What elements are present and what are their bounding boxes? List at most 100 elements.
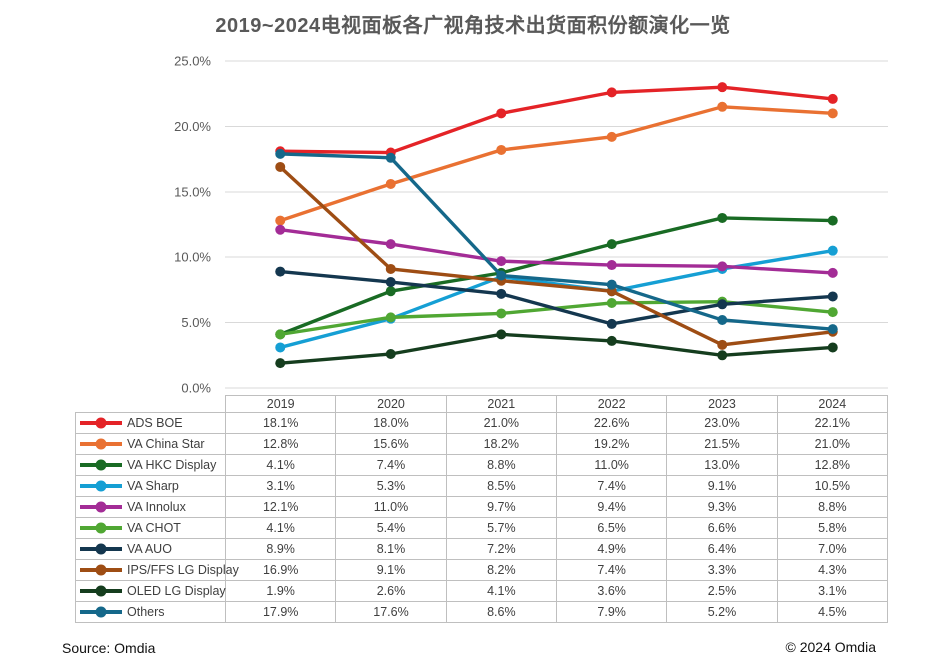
legend-marker-icon	[80, 438, 122, 450]
data-point-va-innolux-2024	[827, 267, 838, 278]
value-cell-va-china-star-2023: 21.5%	[666, 433, 778, 455]
legend-marker-icon	[80, 564, 122, 576]
value-cell-va-innolux-2023: 9.3%	[666, 496, 778, 518]
series-line-ips-ffs-lg-display	[279, 165, 833, 347]
value-cell-va-sharp-2020: 5.3%	[335, 475, 447, 497]
value-cell-ads-boe-2022: 22.6%	[555, 412, 668, 434]
value-cell-others-2020: 17.6%	[335, 601, 447, 623]
data-point-ads-boe-2022	[606, 87, 617, 98]
data-table: 2019 2020 2021 2022 2023 2024 ADS BOE 18.1% 18.…	[75, 395, 889, 623]
value-cell-ads-boe-2024: 22.1%	[776, 412, 889, 434]
year-column-header-2023: 2023	[666, 395, 778, 413]
data-point-va-china-star-2022	[606, 131, 617, 142]
data-point-va-innolux-2023	[717, 261, 728, 272]
series-line-va-auo	[280, 269, 833, 326]
legend-marker-icon	[80, 522, 122, 534]
value-cell-va-chot-2019: 4.1%	[224, 517, 337, 539]
line-chart: 0.0% 5.0% 10.0% 15.0% 20.0% 25.0%	[174, 54, 888, 396]
value-cell-ips-ffs-lg-display-2019: 16.9%	[224, 559, 337, 581]
data-point-va-sharp-2019	[275, 342, 286, 353]
series-name: OLED LG Display	[127, 584, 226, 598]
value-cell-oled-lg-display-2023: 2.5%	[666, 580, 778, 602]
series-name: VA Sharp	[127, 479, 179, 493]
copyright-note: © 2024 Omdia	[785, 639, 876, 655]
series-line-va-sharp	[279, 248, 834, 350]
value-cell-ips-ffs-lg-display-2024: 4.3%	[776, 559, 889, 581]
series-name: Others	[127, 605, 165, 619]
value-cell-ips-ffs-lg-display-2022: 7.4%	[555, 559, 668, 581]
data-point-va-hkc-display-2020	[385, 286, 396, 297]
value-cell-ads-boe-2020: 18.0%	[335, 412, 447, 434]
data-point-ads-boe-2024	[827, 93, 838, 104]
table-header-row: 2019 2020 2021 2022 2023 2024	[76, 395, 889, 413]
value-cell-others-2021: 8.6%	[445, 601, 557, 623]
data-point-ads-boe-2021	[496, 108, 507, 119]
value-cell-va-sharp-2019: 3.1%	[224, 475, 337, 497]
data-point-va-innolux-2019	[275, 224, 286, 235]
legend-marker-icon	[80, 606, 122, 618]
data-point-va-auo-2019	[275, 266, 286, 277]
value-cell-va-chot-2021: 5.7%	[445, 517, 557, 539]
table-row-others: Others 17.9% 17.6% 8.6% 7.9% 5.2% 4.5%	[75, 601, 889, 623]
data-point-oled-lg-display-2019	[275, 358, 286, 369]
data-point-va-china-star-2019	[275, 215, 286, 226]
series-name: ADS BOE	[127, 416, 183, 430]
data-point-va-china-star-2023	[717, 101, 728, 112]
value-cell-va-hkc-display-2019: 4.1%	[224, 454, 337, 476]
value-cell-oled-lg-display-2024: 3.1%	[776, 580, 889, 602]
value-cell-va-sharp-2023: 9.1%	[666, 475, 778, 497]
value-cell-oled-lg-display-2020: 2.6%	[335, 580, 447, 602]
value-cell-others-2019: 17.9%	[224, 601, 337, 623]
data-point-va-chot-2022	[606, 297, 617, 308]
value-cell-va-hkc-display-2022: 11.0%	[555, 454, 668, 476]
table-row-oled-lg-display: OLED LG Display 1.9% 2.6% 4.1% 3.6% 2.5% 3.1%	[75, 580, 889, 602]
source-note: Source: Omdia	[62, 640, 156, 656]
data-point-others-2019	[275, 148, 286, 159]
data-point-ips-ffs-lg-display-2020	[385, 263, 396, 274]
data-point-va-auo-2020	[385, 277, 396, 288]
table-row-va-sharp: VA Sharp 3.1% 5.3% 8.5% 7.4% 9.1% 10.5%	[75, 475, 889, 497]
data-point-va-innolux-2020	[385, 239, 396, 250]
data-point-ips-ffs-lg-display-2023	[717, 339, 728, 350]
table-row-va-chot: VA CHOT 4.1% 5.4% 5.7% 6.5% 6.6% 5.8%	[75, 517, 889, 539]
series-line-va-hkc-display	[279, 216, 833, 336]
value-cell-va-auo-2021: 7.2%	[445, 538, 557, 560]
legend-cell-va-china-star: VA China Star	[75, 433, 226, 455]
value-cell-ips-ffs-lg-display-2021: 8.2%	[445, 559, 557, 581]
value-cell-va-chot-2024: 5.8%	[776, 517, 889, 539]
data-point-va-china-star-2024	[827, 108, 838, 119]
legend-cell-va-sharp: VA Sharp	[75, 475, 226, 497]
data-point-va-innolux-2021	[496, 256, 507, 267]
value-cell-others-2022: 7.9%	[555, 601, 668, 623]
value-cell-va-china-star-2024: 21.0%	[776, 433, 889, 455]
value-cell-va-sharp-2024: 10.5%	[776, 475, 889, 497]
data-point-va-hkc-display-2022	[606, 239, 617, 250]
value-cell-va-innolux-2024: 8.8%	[776, 496, 889, 518]
value-cell-va-hkc-display-2023: 13.0%	[666, 454, 778, 476]
series-name: VA CHOT	[127, 521, 181, 535]
data-point-ads-boe-2023	[717, 82, 728, 93]
legend-cell-oled-lg-display: OLED LG Display	[75, 580, 226, 602]
series-line-va-china-star	[279, 105, 833, 223]
value-cell-ips-ffs-lg-display-2023: 3.3%	[666, 559, 778, 581]
data-point-others-2024	[827, 324, 838, 335]
value-cell-va-china-star-2019: 12.8%	[224, 433, 337, 455]
legend-marker-icon	[80, 480, 122, 492]
year-column-header-2022: 2022	[555, 395, 668, 413]
data-point-va-hkc-display-2023	[717, 212, 728, 223]
data-point-va-chot-2024	[827, 307, 838, 318]
value-cell-va-hkc-display-2021: 8.8%	[445, 454, 557, 476]
series-line-va-innolux	[280, 228, 833, 275]
table-row-va-innolux: VA Innolux 12.1% 11.0% 9.7% 9.4% 9.3% 8.8%	[75, 496, 889, 518]
year-column-header-2024: 2024	[776, 395, 889, 413]
value-cell-va-auo-2022: 4.9%	[555, 538, 668, 560]
year-column-header-2019: 2019	[224, 395, 337, 413]
legend-cell-va-innolux: VA Innolux	[75, 496, 226, 518]
data-point-oled-lg-display-2024	[827, 342, 838, 353]
value-cell-ads-boe-2023: 23.0%	[666, 412, 778, 434]
data-point-va-auo-2024	[827, 291, 838, 302]
y-axis-tick-label: 5.0%	[181, 315, 211, 330]
value-cell-va-auo-2020: 8.1%	[335, 538, 447, 560]
legend-marker-icon	[80, 585, 122, 597]
